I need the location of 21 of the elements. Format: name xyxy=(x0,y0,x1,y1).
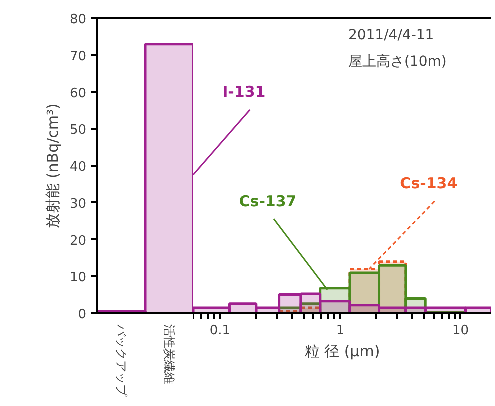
y-tick-label: 10 xyxy=(70,270,87,286)
y-tick-label: 70 xyxy=(70,49,87,64)
y-tick-label: 0 xyxy=(78,308,87,322)
x-tick-label: バックアップ xyxy=(114,324,128,398)
y-tick-label: 50 xyxy=(70,123,87,138)
text: I-131 xyxy=(222,83,266,102)
x-tick-label: 0.1 xyxy=(210,324,231,338)
text: Cs-137 xyxy=(239,192,297,210)
x-tick-label: 10 xyxy=(452,324,470,338)
x-axis-title: 粒 径 (μm) xyxy=(304,342,380,360)
y-tick-label: 80 xyxy=(70,12,87,28)
y-tick-label: 20 xyxy=(70,234,87,249)
y-tick-label: 60 xyxy=(70,86,87,102)
x-tick-label: 1 xyxy=(336,324,345,338)
y-tick-label: 30 xyxy=(70,196,87,212)
y-axis-title: 放射能 (nBq/cm³) xyxy=(44,104,62,228)
text: 2011/4/4-11 xyxy=(348,27,434,44)
x-tick-label: 活性炭繊維 xyxy=(162,324,176,384)
text: Cs-134 xyxy=(400,174,458,193)
y-tick-label: 40 xyxy=(70,160,87,175)
text: 屋上高さ(10m) xyxy=(348,54,447,70)
